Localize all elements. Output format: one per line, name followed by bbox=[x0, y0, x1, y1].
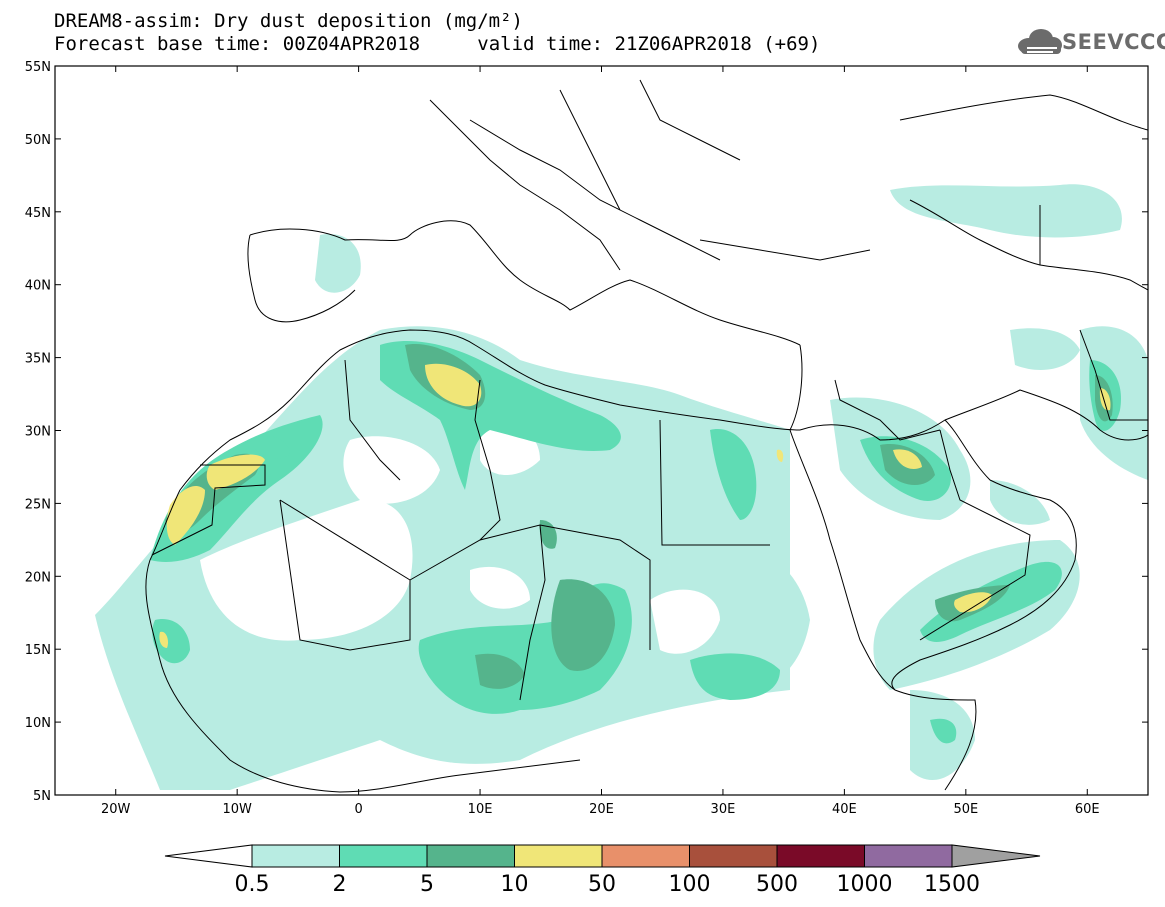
forecast-base-time: Forecast base time: 00Z04APR2018 bbox=[54, 33, 421, 55]
lon-tick-label: 20E bbox=[589, 802, 614, 817]
colorbar: 0.5 2 5 10 50 100 500 1000 1500 bbox=[164, 844, 1041, 897]
colorbar-label: 50 bbox=[588, 872, 616, 897]
lat-tick-label: 15N bbox=[25, 643, 51, 658]
lat-tick-label: 10N bbox=[25, 716, 51, 731]
colorbar-label: 2 bbox=[333, 872, 347, 897]
colorbar-swatch bbox=[426, 844, 515, 868]
dust-field bbox=[95, 184, 1148, 790]
colorbar-swatch bbox=[251, 844, 340, 868]
colorbar-label: 10 bbox=[501, 872, 529, 897]
colorbar-swatch bbox=[776, 844, 865, 868]
map-title: DREAM8-assim: Dry dust deposition (mg/m²… bbox=[54, 10, 523, 32]
colorbar-swatch bbox=[864, 844, 953, 868]
lat-tick-label: 25N bbox=[25, 497, 51, 512]
colorbar-label: 1000 bbox=[837, 872, 893, 897]
latitude-axis: 55N 50N 45N 40N 35N 30N 25N 20N 15N 10N 5N bbox=[25, 60, 1148, 804]
lon-tick-label: 10W bbox=[222, 802, 252, 817]
lon-tick-label: 10E bbox=[468, 802, 493, 817]
colorbar-over-triangle bbox=[951, 844, 1041, 868]
colorbar-under-triangle bbox=[164, 844, 253, 868]
longitude-axis: 20W 10W 0 10E 20E 30E 40E 50E 60E bbox=[101, 66, 1100, 817]
lon-tick-label: 30E bbox=[711, 802, 736, 817]
lat-tick-label: 30N bbox=[25, 425, 51, 440]
colorbar-swatch bbox=[514, 844, 603, 868]
lat-tick-label: 45N bbox=[25, 206, 51, 221]
logo-text: SEEVCCC bbox=[1062, 30, 1165, 54]
lon-tick-label: 60E bbox=[1075, 802, 1100, 817]
lat-tick-label: 50N bbox=[25, 133, 51, 148]
coastlines bbox=[145, 79, 1148, 793]
colorbar-swatch bbox=[689, 844, 778, 868]
lat-tick-label: 40N bbox=[25, 279, 51, 294]
lat-tick-label: 55N bbox=[25, 60, 51, 75]
lat-tick-label: 20N bbox=[25, 570, 51, 585]
colorbar-swatch bbox=[339, 844, 428, 868]
cloud-logo-icon bbox=[1018, 29, 1062, 54]
lon-tick-label: 40E bbox=[832, 802, 857, 817]
colorbar-label: 1500 bbox=[924, 872, 980, 897]
lon-tick-label: 50E bbox=[953, 802, 978, 817]
colorbar-label: 100 bbox=[669, 872, 711, 897]
forecast-times: Forecast base time: 00Z04APR2018 valid t… bbox=[54, 33, 820, 55]
lat-tick-label: 5N bbox=[33, 789, 51, 804]
colorbar-label: 0.5 bbox=[235, 872, 270, 897]
valid-time: valid time: 21Z06APR2018 (+69) bbox=[477, 33, 821, 55]
lat-tick-label: 35N bbox=[25, 352, 51, 367]
seevccc-logo bbox=[1018, 29, 1062, 54]
colorbar-label: 500 bbox=[756, 872, 798, 897]
colorbar-swatch bbox=[601, 844, 690, 868]
lon-tick-label: 20W bbox=[101, 802, 131, 817]
colorbar-label: 5 bbox=[420, 872, 434, 897]
lon-tick-label: 0 bbox=[354, 802, 362, 817]
